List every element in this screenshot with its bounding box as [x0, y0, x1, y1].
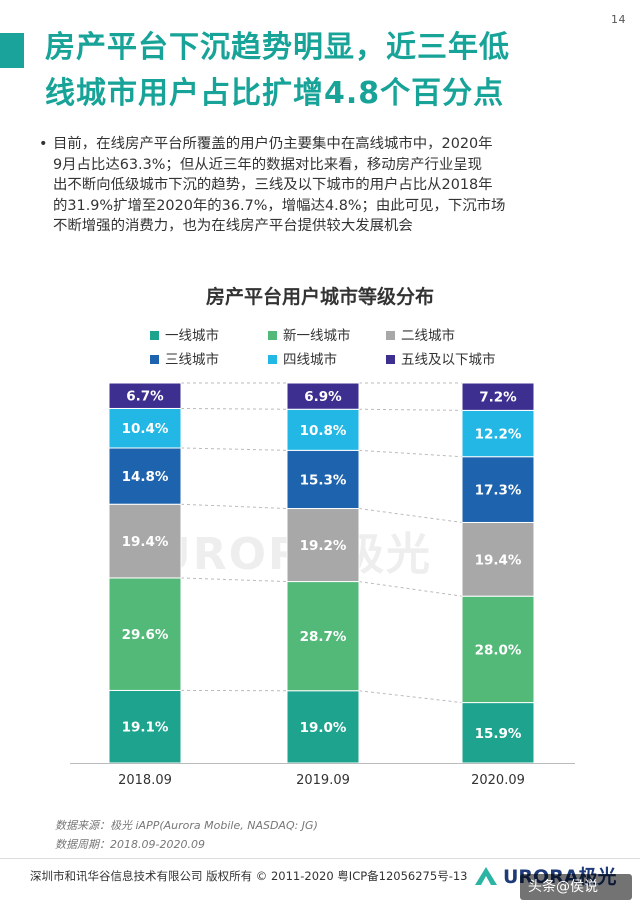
data-label: 10.8%: [300, 423, 347, 439]
footer: 深圳市和讯华谷信息技术有限公司 版权所有 © 2011-2020 粤ICP备12…: [0, 858, 640, 905]
legend-item: 二线城市: [386, 326, 455, 346]
data-label: 10.4%: [122, 421, 169, 437]
bullet-line: 出不断向低级城市下沉的趋势，三线及以下城市的用户占比从2018年: [53, 177, 493, 193]
bar-segment: [461, 456, 535, 523]
title-line-2: 线城市用户占比扩增4.8个百分点: [45, 76, 505, 111]
legend-swatch-0: [150, 331, 159, 340]
legend-label: 一线城市: [165, 328, 219, 344]
bullet-paragraph: • 目前，在线房产平台所覆盖的用户仍主要集中在高线城市中，2020年 9月占比达…: [39, 134, 613, 237]
bar-segment: [108, 447, 182, 505]
legend-item: 一线城市: [150, 326, 219, 346]
title-line-1: 房产平台下沉趋势明显，近三年低: [45, 30, 510, 65]
data-label: 19.4%: [475, 552, 522, 568]
data-label: 19.1%: [122, 720, 169, 736]
bar-segment: [108, 577, 182, 691]
data-label: 19.4%: [122, 534, 169, 550]
bar-segment: [461, 702, 535, 764]
bar-segment: [461, 595, 535, 704]
legend-item: 新一线城市: [268, 326, 351, 346]
bar-segment: [108, 503, 182, 579]
legend-item: 五线及以下城市: [386, 350, 496, 370]
legend-swatch-3: [150, 355, 159, 364]
bullet-line: 目前，在线房产平台所覆盖的用户仍主要集中在高线城市中，2020年: [53, 136, 493, 152]
chart-title: 房产平台用户城市等级分布: [205, 286, 434, 308]
bar-segment: [286, 690, 360, 764]
aurora-logo-icon: [475, 867, 497, 885]
legend-swatch-4: [268, 355, 277, 364]
data-label: 29.6%: [122, 627, 169, 643]
bar-segment: [108, 689, 182, 764]
connector-line: [180, 503, 288, 510]
legend-item: 四线城市: [268, 350, 337, 370]
legend-label: 五线及以下城市: [401, 352, 496, 368]
legend-item: 三线城市: [150, 350, 219, 370]
data-label: 15.9%: [475, 726, 522, 742]
data-source: 数据来源：极光 iAPP(Aurora Mobile, NASDAQ: JG): [55, 819, 318, 832]
bar-segment: [461, 521, 535, 597]
data-period: 数据周期：2018.09-2020.09: [55, 838, 205, 851]
connector-line: [358, 581, 463, 597]
watermark-logo: URORA极光: [155, 529, 432, 580]
data-label: 15.3%: [300, 472, 347, 488]
data-label: 19.0%: [300, 720, 347, 736]
connector-line: [180, 407, 288, 410]
data-label: 14.8%: [122, 469, 169, 485]
data-label: 17.3%: [475, 483, 522, 499]
legend-swatch-1: [268, 331, 277, 340]
bar-segment: [286, 408, 360, 451]
data-label: 12.2%: [475, 427, 522, 443]
data-label: 28.0%: [475, 642, 522, 658]
connector-line: [180, 447, 288, 451]
connector-line: [358, 408, 463, 411]
bar-segment: [461, 409, 535, 458]
footer-divider: [0, 858, 640, 859]
x-tick-label: 2020.09: [471, 773, 525, 788]
legend-label: 二线城市: [401, 328, 455, 344]
title-accent-bar: [0, 33, 24, 68]
legend-swatch-2: [386, 331, 395, 340]
page-number: 14: [611, 13, 626, 26]
bar-segment: [108, 382, 182, 409]
connector-line: [358, 508, 463, 523]
legend-label: 四线城市: [283, 352, 337, 368]
author-handle-badge: 头条@侯说: [520, 874, 632, 900]
footer-copyright: 深圳市和讯华谷信息技术有限公司 版权所有 © 2011-2020 粤ICP备12…: [30, 869, 468, 883]
data-label: 28.7%: [300, 629, 347, 645]
legend-label: 三线城市: [165, 352, 219, 368]
data-label: 6.9%: [304, 389, 342, 405]
connector-line: [358, 690, 463, 704]
bullet-line: 的31.9%扩增至2020年的36.7%，增幅达4.8%；由此可见，下沉市场: [53, 197, 506, 214]
connector-line: [180, 577, 288, 583]
page-title: 房产平台下沉趋势明显，近三年低 线城市用户占比扩增4.8个百分点: [45, 25, 630, 117]
x-tick-label: 2018.09: [118, 773, 172, 788]
bullet-line: 不断增强的消费力，也为在线房产平台提供较大发展机会: [53, 218, 413, 234]
bullet-dot-icon: •: [39, 136, 48, 152]
data-label: 7.2%: [479, 390, 517, 406]
bar-segment: [108, 407, 182, 449]
bar-segment: [461, 382, 535, 411]
legend-label: 新一线城市: [283, 328, 351, 344]
data-label: 6.7%: [126, 389, 164, 405]
bullet-line: 9月占比达63.3%；但从近三年的数据对比来看，移动房产行业呈现: [53, 156, 483, 173]
data-label: 19.2%: [300, 538, 347, 554]
bar-segment: [286, 508, 360, 583]
connector-line: [358, 449, 463, 458]
bar-segment: [286, 449, 360, 510]
bar-segment: [286, 581, 360, 692]
legend-swatch-5: [386, 355, 395, 364]
bar-segment: [286, 382, 360, 410]
x-tick-label: 2019.09: [296, 773, 350, 788]
